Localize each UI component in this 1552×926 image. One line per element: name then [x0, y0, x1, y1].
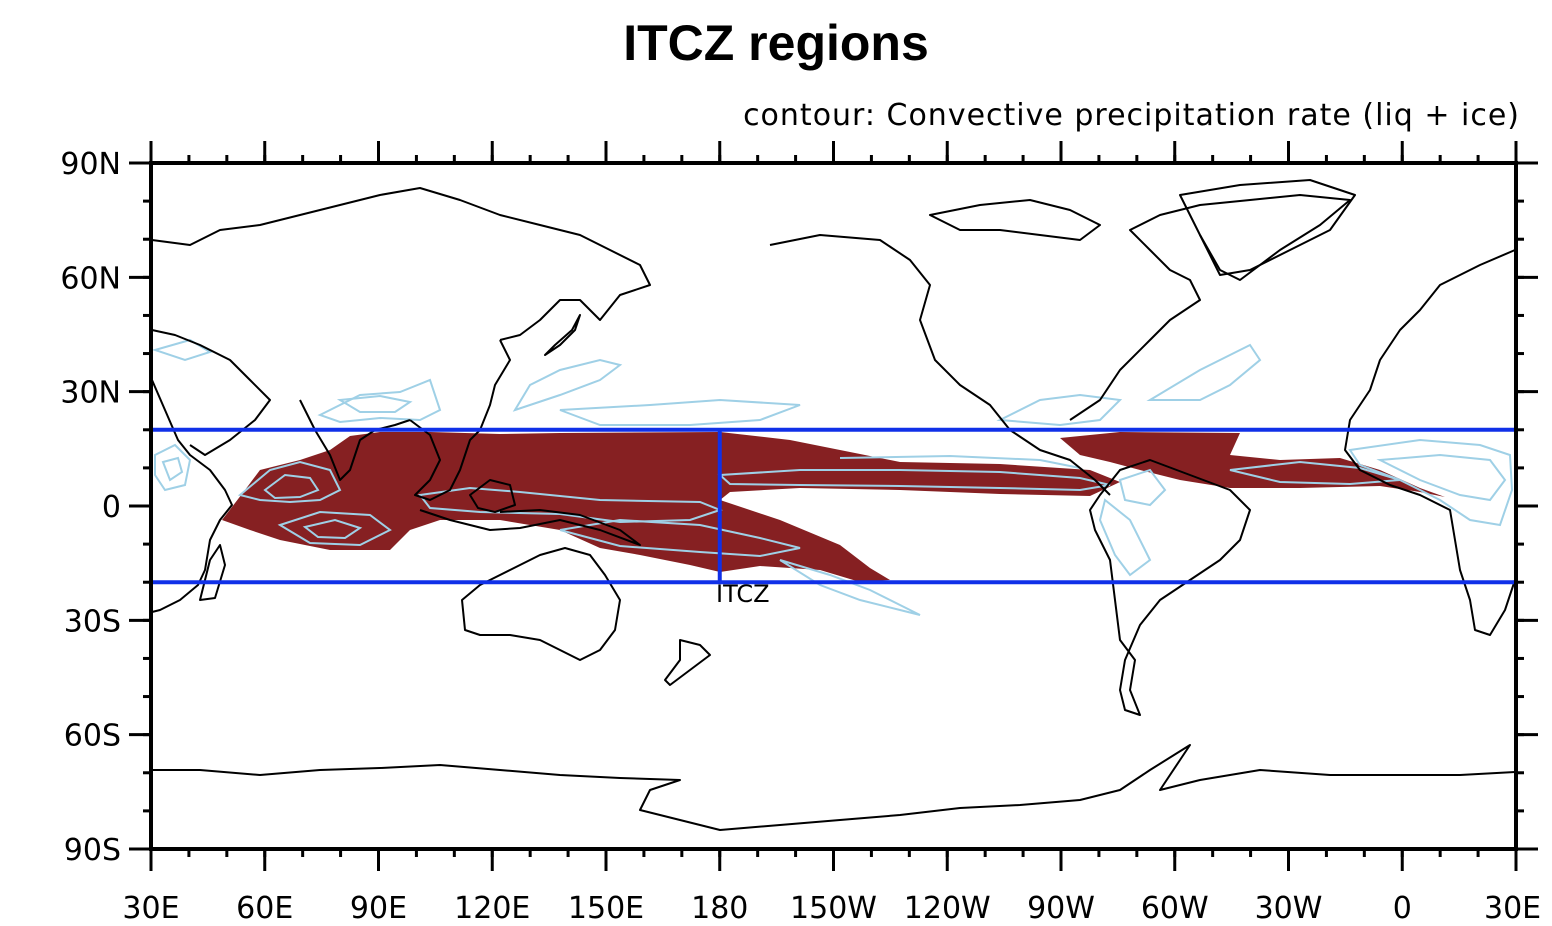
y-tick-label: 30S: [64, 604, 121, 639]
contour-line: [996, 393, 1123, 427]
coastline-indonesia: [419, 509, 641, 546]
x-tick-label: 90W: [1027, 891, 1095, 926]
contour-line: [512, 358, 623, 412]
x-tick-label: 30E: [122, 891, 179, 926]
coastline-antarctica: [152, 744, 1516, 831]
contour-line: [1118, 468, 1167, 507]
contour-line: [154, 443, 192, 492]
contour-line: [717, 469, 1111, 492]
x-tick-label: 60W: [1141, 891, 1209, 926]
contour-line: [263, 473, 320, 500]
contour-line: [277, 510, 392, 547]
contour-line: [1098, 498, 1152, 577]
x-tick-label: 60E: [236, 891, 293, 926]
x-tick-label: 150W: [790, 891, 877, 926]
coastline-greenland: [1179, 179, 1356, 276]
coastline-se-asia: [409, 339, 511, 501]
convective-precip-contours: [151, 338, 1514, 616]
contour-line: [336, 394, 413, 413]
y-tick-label: 90N: [60, 147, 121, 182]
contour-line: [317, 378, 442, 424]
x-tick-label: 30W: [1255, 891, 1323, 926]
coastline-south-america: [1089, 459, 1251, 716]
contour-line: [302, 518, 363, 540]
x-tick-label: 120W: [904, 891, 991, 926]
y-tick-label: 30N: [60, 376, 121, 411]
coastline-australia: [461, 547, 621, 661]
x-tick-label: 180: [691, 891, 748, 926]
contour-line: [237, 460, 342, 504]
x-tick-label: 30E: [1484, 891, 1541, 926]
y-tick-label: 90S: [64, 833, 121, 868]
y-tick-label: 60N: [60, 261, 121, 296]
contour-line: [839, 454, 1081, 469]
x-tick-label: 120E: [454, 891, 530, 926]
y-tick-label: 60S: [64, 719, 121, 754]
y-tick-label: 0: [102, 490, 121, 525]
y-axis: 90N 60N 30N 0 30S 60S 90S: [60, 147, 1538, 868]
coastline-canada-arctic: [929, 199, 1101, 241]
contour-line: [779, 559, 921, 616]
coastline-eurasia-north: [151, 187, 651, 341]
contour-subtitle: contour: Convective precipitation rate (…: [743, 98, 1520, 133]
coastlines: [151, 179, 1516, 831]
x-tick-label: 90E: [350, 891, 407, 926]
coastline-borneo: [469, 479, 516, 513]
coastline-japan: [544, 314, 581, 356]
coastline-madagascar: [199, 544, 226, 601]
contour-line: [559, 398, 801, 426]
map-title: ITCZ regions: [623, 15, 929, 71]
region-label: ITCZ: [716, 580, 770, 608]
contour-line: [161, 456, 184, 482]
contour-line: [151, 338, 213, 362]
contour-line: [1348, 438, 1514, 527]
itcz-shading-atlantic: [1060, 432, 1445, 497]
itcz-region-box: [151, 427, 1516, 585]
x-axis: 30E 60E 90E 120E 150E 180 150W 120W 90W 60W 30W 0 30…: [122, 141, 1541, 926]
contour-line: [1376, 453, 1507, 502]
coastline-north-america: [769, 234, 1111, 496]
contour-line: [1146, 343, 1262, 401]
x-tick-label: 150E: [568, 891, 644, 926]
coastline-north-america-east: [1069, 194, 1351, 421]
coastline-india: [299, 399, 411, 481]
coastline-europe-africa-west: [1344, 249, 1516, 636]
x-tick-label: 0: [1393, 891, 1412, 926]
coastline-new-zealand: [664, 639, 711, 686]
contour-line: [559, 518, 801, 558]
coastline-arabia: [151, 329, 271, 456]
coastline-africa-east: [151, 379, 233, 613]
